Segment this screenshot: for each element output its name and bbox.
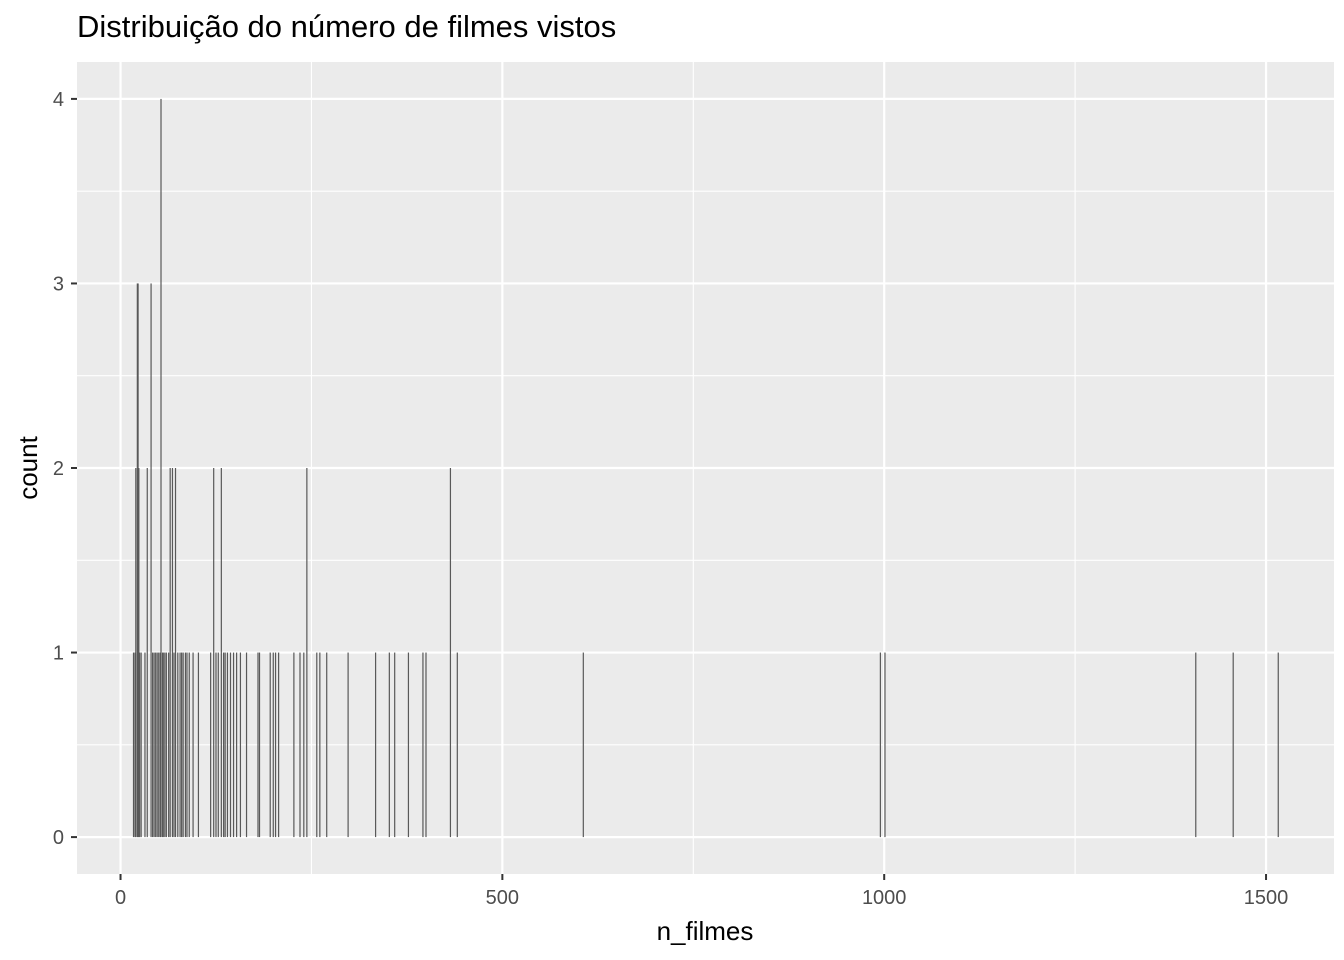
histogram-bar [162,652,164,838]
histogram-bar [407,652,410,838]
histogram-bar [153,652,155,838]
histogram-bar [213,468,215,838]
major-gridlines [77,62,1334,874]
histogram-bar [326,652,328,838]
histogram-bar [132,652,135,838]
histogram-bar [245,652,248,838]
histogram-bar [257,652,259,838]
histogram-bar [884,652,886,838]
x-tick-label: 1000 [862,887,907,909]
y-tick-label: 3 [53,273,64,295]
y-tick-label: 1 [53,643,64,665]
histogram-bar [152,652,154,838]
histogram-bar [220,468,222,838]
histogram-bar [158,652,160,838]
histogram-bar [316,652,318,838]
histogram-bar [388,652,390,838]
histogram-bar [449,468,452,838]
histogram-bar [582,652,584,838]
histogram-bar [303,652,305,838]
histogram-bar [156,652,158,838]
histogram-bar [347,652,349,838]
histogram-bar [160,98,162,838]
histogram-bar [168,652,170,838]
histogram-bar [210,652,212,838]
histogram-bar [258,652,261,838]
histogram-bar [269,652,271,838]
y-tick-label: 4 [53,89,64,111]
x-axis-title: n_filmes [657,916,754,946]
histogram-bar [146,468,148,838]
histogram-bar [456,652,458,838]
histogram-bar [134,652,136,838]
histogram-bar [188,652,190,838]
histogram-bar [239,652,242,838]
histogram-bar [182,652,184,838]
histogram-bar [224,652,226,838]
histogram-bar [171,468,174,838]
histogram-bar [165,652,167,838]
x-axis: 0 500 1000 1500 [115,874,1288,909]
histogram-bar [422,652,424,838]
y-axis-title: count [13,435,43,499]
histogram-bar [139,652,141,838]
histogram-bar [274,652,277,838]
histogram-bar [236,652,238,838]
histogram-bar [177,652,179,838]
histogram-bar [173,652,175,838]
histogram-bar [425,652,427,838]
bars [132,98,1279,838]
x-tick-label: 1500 [1244,887,1289,909]
histogram-bar [226,652,229,838]
histogram-bar [179,652,181,838]
histogram-bar [186,652,188,838]
histogram-bar [293,652,295,838]
histogram-bar [229,652,232,838]
histogram-bar [159,652,161,838]
histogram-bar [197,652,200,838]
histogram-bar [164,652,166,838]
histogram-bar [192,652,194,838]
histogram-bar [278,652,280,838]
chart-title: Distribuição do número de filmes vistos [77,9,617,44]
y-axis: 0 1 2 3 4 [53,89,77,849]
histogram-bar [1277,652,1279,838]
histogram-bar [155,652,157,838]
histogram-bar [137,283,139,838]
histogram-bar [374,652,377,838]
histogram-bar [319,652,321,838]
histogram-bar [161,652,164,838]
histogram-bar [394,652,396,838]
histogram-bar [272,652,274,838]
histogram-bar [140,652,142,838]
histogram-bar [144,652,146,838]
histogram-bar [879,652,881,838]
y-tick-label: 0 [53,827,64,849]
histogram-bar [174,468,177,838]
histogram-bar [1195,652,1197,838]
histogram-bar [150,283,152,838]
histogram-bar [138,468,140,838]
histogram-bar [184,652,187,838]
histogram-bar [1232,652,1234,838]
histogram-bar [306,468,308,838]
x-tick-label: 500 [486,887,519,909]
y-tick-label: 2 [53,458,64,480]
histogram-bar [217,652,219,838]
histogram-bar [223,652,225,838]
histogram-bar [232,652,235,838]
histogram-bar [299,652,301,838]
histogram-bar [135,468,137,838]
x-tick-label: 0 [115,887,126,909]
histogram-bar [215,652,217,838]
histogram-bar [169,468,171,838]
histogram-bar [136,283,138,838]
histogram-bar [181,652,183,838]
